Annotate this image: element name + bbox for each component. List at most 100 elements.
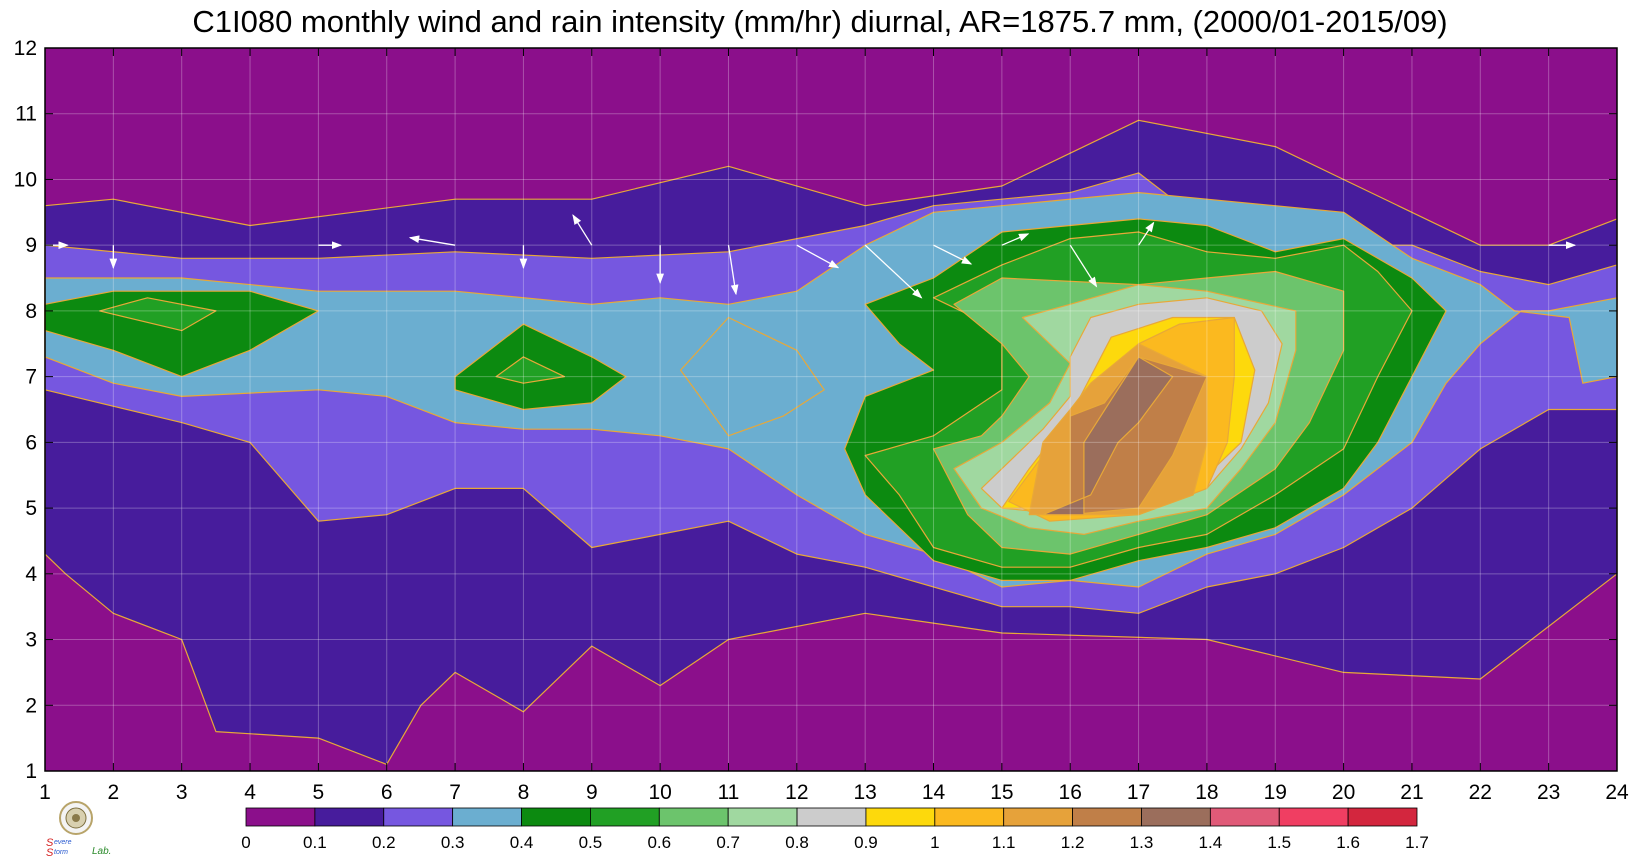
colorbar-label: 0.2 <box>372 833 396 852</box>
wind-arrows <box>45 214 1577 299</box>
x-tick-label: 22 <box>1469 781 1492 804</box>
y-tick-label: 12 <box>14 37 37 60</box>
y-tick-label: 2 <box>25 694 37 717</box>
colorbar-label: 0.8 <box>785 833 809 852</box>
y-tick-label: 7 <box>25 366 37 389</box>
wind-arrow <box>796 244 840 269</box>
y-tick-label: 5 <box>25 497 37 520</box>
colorbar-label: 0.7 <box>716 833 740 852</box>
svg-text:S: S <box>46 847 54 859</box>
colorbar-label: 0.6 <box>647 833 671 852</box>
colorbar-label: 1.4 <box>1199 833 1223 852</box>
colorbar-label: 1.6 <box>1336 833 1360 852</box>
colorbar-swatch <box>314 807 385 827</box>
colorbar-label: 1.2 <box>1061 833 1085 852</box>
wind-arrow <box>1069 244 1098 288</box>
colorbar-swatch <box>934 807 1005 827</box>
colorbar-swatch <box>796 807 867 827</box>
x-tick-label: 19 <box>1264 781 1287 804</box>
wind-arrow <box>1138 221 1155 246</box>
x-tick-label: 8 <box>518 781 530 804</box>
wind-arrow <box>572 214 593 246</box>
plot-frame <box>44 47 1618 772</box>
y-tick-label: 4 <box>25 563 37 586</box>
svg-text:evere: evere <box>54 839 72 846</box>
colorbar-label: 0.9 <box>854 833 878 852</box>
x-tick-label: 20 <box>1332 781 1355 804</box>
chart-title: C1I080 monthly wind and rain intensity (… <box>192 4 1448 39</box>
lab-logo: S evere S torm Lab. <box>46 801 111 859</box>
colorbar-swatch <box>383 807 454 827</box>
x-tick-label: 16 <box>1059 781 1082 804</box>
colorbar-swatch <box>1072 807 1142 827</box>
x-tick-label: 14 <box>922 781 946 804</box>
colorbar-swatch <box>590 807 660 827</box>
x-tick-label: 21 <box>1400 781 1423 804</box>
svg-text:S: S <box>46 837 54 849</box>
colorbar-label: 1.7 <box>1405 833 1429 852</box>
x-tick-label: 10 <box>648 781 671 804</box>
colorbar-label: 0.1 <box>303 833 327 852</box>
y-tick-label: 10 <box>14 168 37 191</box>
x-tick-label: 4 <box>244 781 256 804</box>
colorbar-label: 1.5 <box>1267 833 1291 852</box>
contour-region-1-2 <box>1069 356 1208 516</box>
x-tick-label: 23 <box>1537 781 1560 804</box>
y-tick-label: 1 <box>25 760 37 783</box>
x-tick-label: 9 <box>586 781 598 804</box>
colorbar-label: 1 <box>930 833 939 852</box>
x-tick-label: 15 <box>990 781 1013 804</box>
y-tick-label: 8 <box>25 300 37 323</box>
colorbar-label: 1.1 <box>992 833 1016 852</box>
y-tick-label: 3 <box>25 629 37 652</box>
colorbar-swatch <box>245 807 316 827</box>
colorbar-swatch <box>1347 807 1418 827</box>
colorbar-swatch <box>452 807 522 827</box>
contour-region-1-3 <box>1042 356 1174 516</box>
colorbar-swatch <box>1278 807 1349 827</box>
x-tick-label: 17 <box>1127 781 1150 804</box>
colorbar-swatch <box>727 807 798 827</box>
colorbar-label: 0.4 <box>510 833 534 852</box>
x-tick-label: 24 <box>1605 781 1629 804</box>
svg-text:torm: torm <box>54 849 68 856</box>
colorbar-swatch <box>1003 807 1073 827</box>
colorbar-swatch <box>1209 807 1280 827</box>
grid-lines <box>45 48 1617 771</box>
colorbar-label: 0 <box>241 833 250 852</box>
x-tick-label: 3 <box>176 781 188 804</box>
colorbar-swatch <box>1141 807 1211 827</box>
wind-arrow <box>408 235 456 246</box>
contour-region-0-5 <box>495 356 566 384</box>
x-axis: 1 2 3 4 5 6 7 8 9 10 11 12 13 14 15 16 17 18 19 20 21 22 23 24 <box>39 48 1629 804</box>
colorbar-swatch <box>865 807 936 827</box>
x-tick-label: 1 <box>39 781 51 804</box>
contour-region-0-5 <box>99 297 217 332</box>
y-tick-label: 6 <box>25 431 37 454</box>
wind-arrow <box>1001 233 1030 246</box>
svg-text:Lab.: Lab. <box>92 846 111 857</box>
x-tick-label: 2 <box>108 781 120 804</box>
x-tick-label: 13 <box>853 781 876 804</box>
colorbar-label: 0.3 <box>441 833 465 852</box>
y-tick-label: 9 <box>25 234 37 257</box>
x-tick-label: 12 <box>785 781 808 804</box>
x-tick-label: 7 <box>449 781 461 804</box>
colorbar: 0 0.1 0.2 0.3 0.4 0.5 0.6 0.7 0.8 0.9 1 1.1 1.2 1.3 1.… <box>241 807 1429 852</box>
colorbar-swatch <box>521 807 591 827</box>
x-tick-label: 11 <box>718 781 740 804</box>
y-tick-label: 11 <box>15 103 37 126</box>
colorbar-swatch <box>658 807 729 827</box>
colorbar-label: 0.5 <box>579 833 603 852</box>
contour-fills <box>44 48 1618 771</box>
x-tick-label: 5 <box>313 781 325 804</box>
wind-arrow <box>864 244 923 299</box>
wind-arrow <box>933 244 973 265</box>
colorbar-label: 1.3 <box>1130 833 1154 852</box>
x-tick-label: 6 <box>381 781 393 804</box>
contour-region-0-3 <box>679 316 825 437</box>
x-tick-label: 18 <box>1195 781 1218 804</box>
wind-arrow <box>727 245 739 296</box>
